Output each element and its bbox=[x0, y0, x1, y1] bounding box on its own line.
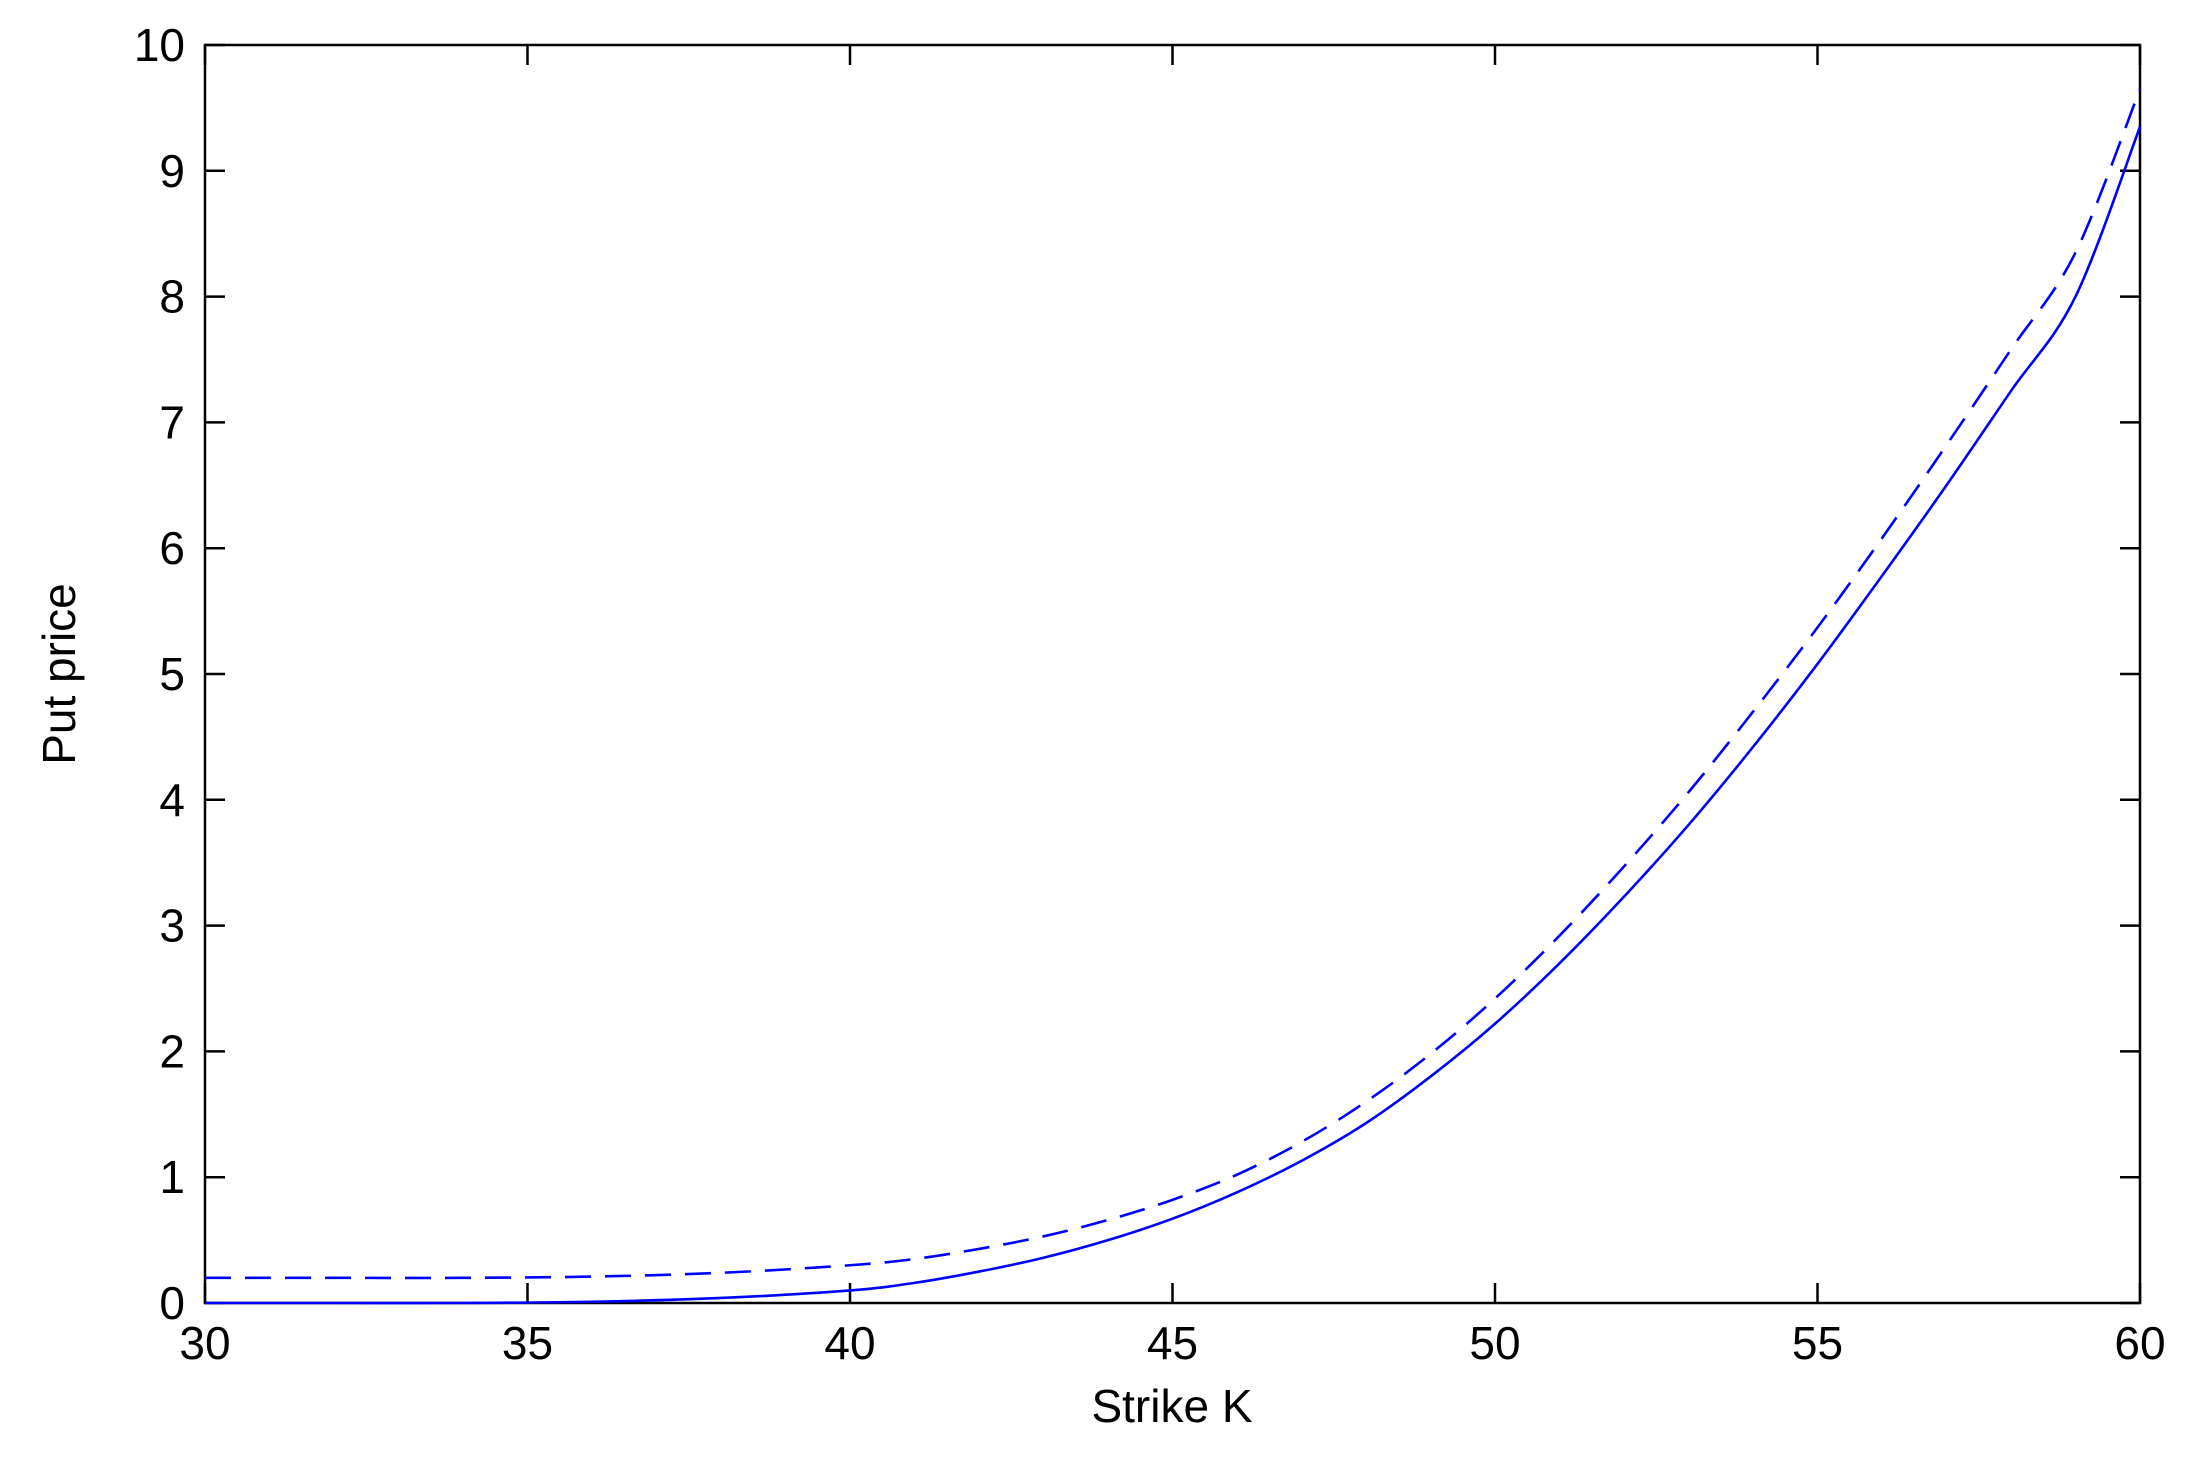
dashed-series-line bbox=[205, 88, 2142, 1280]
y-tick-label: 9 bbox=[159, 145, 185, 197]
x-tick-label: 35 bbox=[502, 1317, 553, 1369]
x-axis-label: Strike K bbox=[1091, 1380, 1252, 1432]
x-tick-label: 45 bbox=[1147, 1317, 1198, 1369]
x-tick-label: 60 bbox=[2114, 1317, 2165, 1369]
tick-marks bbox=[203, 43, 2142, 1305]
y-tick-label: 6 bbox=[159, 522, 185, 574]
y-tick-label: 10 bbox=[134, 19, 185, 71]
plot-area bbox=[203, 43, 2142, 1305]
y-tick-label: 2 bbox=[159, 1025, 185, 1077]
y-tick-label: 5 bbox=[159, 648, 185, 700]
y-axis-label: Put price bbox=[33, 583, 85, 765]
series-layer bbox=[204, 88, 2142, 1305]
y-tick-label: 1 bbox=[159, 1151, 185, 1203]
solid-series-line bbox=[204, 126, 2142, 1305]
y-tick-label: 4 bbox=[159, 774, 185, 826]
x-tick-label: 30 bbox=[179, 1317, 230, 1369]
x-tick-label: 55 bbox=[1792, 1317, 1843, 1369]
x-tick-label: 50 bbox=[1469, 1317, 1520, 1369]
y-tick-labels: 0 1 2 3 4 5 6 7 8 9 10 bbox=[134, 19, 185, 1329]
x-tick-labels: 30 35 40 45 50 55 60 bbox=[179, 1317, 2165, 1369]
x-tick-label: 40 bbox=[824, 1317, 875, 1369]
y-tick-label: 0 bbox=[159, 1277, 185, 1329]
y-tick-label: 7 bbox=[159, 396, 185, 448]
y-tick-label: 8 bbox=[159, 271, 185, 323]
y-tick-label: 3 bbox=[159, 900, 185, 952]
